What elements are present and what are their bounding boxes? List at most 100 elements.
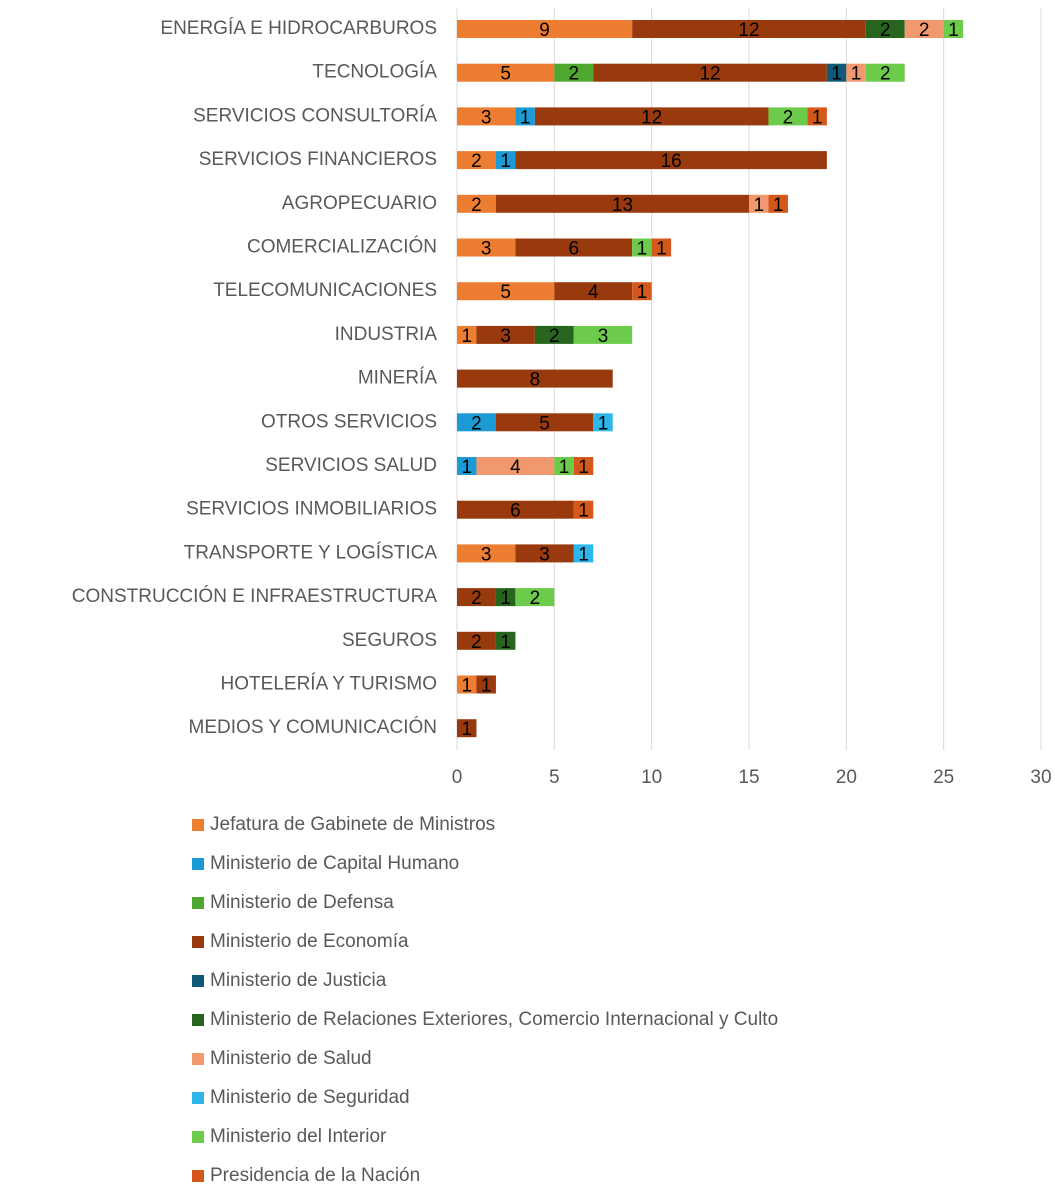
bar-segment bbox=[457, 544, 516, 563]
category-label: SERVICIOS SALUD bbox=[265, 455, 437, 476]
bar-segment bbox=[904, 20, 944, 38]
bar-segment bbox=[554, 63, 594, 82]
bar-segment bbox=[457, 675, 477, 694]
data-label: 1 bbox=[500, 151, 511, 172]
legend-label: Ministerio de Capital Humano bbox=[210, 853, 459, 874]
bar-segment bbox=[534, 107, 769, 126]
bar-segment bbox=[749, 194, 769, 213]
bar-segment bbox=[457, 20, 633, 38]
category-label: TELECOMUNICACIONES bbox=[213, 280, 437, 301]
bar-segment bbox=[457, 107, 516, 126]
bar-segment bbox=[826, 63, 847, 82]
data-label: 6 bbox=[569, 239, 580, 260]
legend-swatch bbox=[192, 1170, 204, 1182]
category-label: CONSTRUCCIÓN E INFRAESTRUCTURA bbox=[72, 585, 438, 607]
data-label: 5 bbox=[500, 64, 511, 85]
data-label: 1 bbox=[578, 501, 589, 522]
legend-swatch bbox=[192, 1092, 204, 1104]
data-label: 8 bbox=[530, 370, 541, 391]
data-label: 2 bbox=[569, 64, 580, 85]
data-label: 4 bbox=[510, 457, 521, 478]
data-label: 2 bbox=[471, 632, 482, 653]
data-label: 2 bbox=[549, 326, 560, 347]
bar-segment bbox=[457, 325, 477, 344]
category-label: AGROPECUARIO bbox=[282, 193, 437, 214]
bar-segment bbox=[457, 369, 613, 388]
bar-segment bbox=[457, 631, 496, 650]
data-label: 3 bbox=[481, 544, 492, 565]
data-label: 5 bbox=[500, 282, 511, 303]
category-label: OTROS SERVICIOS bbox=[261, 411, 437, 432]
data-label: 4 bbox=[588, 282, 599, 303]
bar-segment bbox=[495, 413, 594, 432]
bar-segment bbox=[457, 151, 496, 170]
bar-segment bbox=[476, 457, 555, 475]
data-label: 3 bbox=[481, 107, 492, 128]
data-label: 1 bbox=[851, 64, 862, 85]
bar-segment bbox=[457, 194, 496, 213]
category-label: SEGUROS bbox=[342, 630, 437, 651]
legend-label: Ministerio de Economía bbox=[210, 931, 409, 952]
data-label: 1 bbox=[559, 457, 570, 478]
bar-segment bbox=[593, 413, 613, 432]
legend-swatch bbox=[192, 819, 204, 831]
data-label: 2 bbox=[880, 20, 891, 41]
data-label: 2 bbox=[471, 151, 482, 172]
legend-label: Ministerio del Interior bbox=[210, 1126, 387, 1147]
category-label: TECNOLOGÍA bbox=[312, 62, 437, 83]
legend-swatch bbox=[192, 1053, 204, 1065]
data-label: 12 bbox=[699, 64, 720, 85]
bar-segment bbox=[632, 238, 652, 257]
bar-segment bbox=[573, 500, 594, 519]
data-label: 2 bbox=[530, 588, 541, 609]
bar-segment bbox=[593, 63, 827, 82]
data-label: 3 bbox=[598, 326, 609, 347]
data-label: 2 bbox=[783, 107, 794, 128]
category-label: COMERCIALIZACIÓN bbox=[247, 236, 437, 258]
data-label: 1 bbox=[481, 676, 492, 697]
bar-segment bbox=[457, 413, 496, 432]
legend-label: Ministerio de Defensa bbox=[210, 892, 394, 913]
legend-label: Jefatura de Gabinete de Ministros bbox=[210, 814, 495, 835]
bar-segment bbox=[807, 107, 827, 126]
data-label: 1 bbox=[461, 326, 472, 347]
bar-segment bbox=[476, 675, 496, 694]
bar-segment bbox=[457, 719, 477, 738]
legend-swatch bbox=[192, 936, 204, 948]
legend-swatch bbox=[192, 1014, 204, 1026]
bar-segment bbox=[515, 107, 535, 126]
bar-segment bbox=[495, 631, 516, 650]
x-tick-label: 10 bbox=[641, 767, 662, 788]
bar-segment bbox=[457, 63, 555, 82]
category-label: MEDIOS Y COMUNICACIÓN bbox=[189, 716, 437, 738]
bar-segment bbox=[554, 457, 574, 475]
bar-segment bbox=[457, 588, 496, 607]
category-label: INDUSTRIA bbox=[335, 324, 438, 345]
bar-segment bbox=[515, 238, 633, 257]
data-label: 1 bbox=[578, 457, 589, 478]
bar-segment bbox=[534, 325, 574, 344]
bar-segment bbox=[495, 151, 516, 170]
bar-segment bbox=[865, 63, 905, 82]
bar-segment bbox=[768, 107, 808, 126]
category-label: SERVICIOS CONSULTORÍA bbox=[193, 105, 437, 126]
data-label: 1 bbox=[637, 282, 648, 303]
data-label: 1 bbox=[637, 239, 648, 260]
data-label: 6 bbox=[510, 501, 521, 522]
category-label: SERVICIOS FINANCIEROS bbox=[199, 149, 437, 170]
x-tick-label: 5 bbox=[549, 767, 560, 788]
data-label: 1 bbox=[831, 64, 842, 85]
data-label: 2 bbox=[919, 20, 930, 41]
data-label: 12 bbox=[641, 107, 662, 128]
data-label: 2 bbox=[471, 413, 482, 434]
data-label: 1 bbox=[578, 544, 589, 565]
bar-segment bbox=[457, 238, 516, 257]
x-tick-label: 30 bbox=[1030, 767, 1051, 788]
bar-segment bbox=[632, 20, 866, 38]
bar-segment bbox=[943, 20, 964, 38]
bar-segment bbox=[515, 151, 827, 170]
x-tick-label: 0 bbox=[452, 767, 463, 788]
data-label: 1 bbox=[461, 719, 472, 740]
bar-segment bbox=[573, 457, 594, 475]
